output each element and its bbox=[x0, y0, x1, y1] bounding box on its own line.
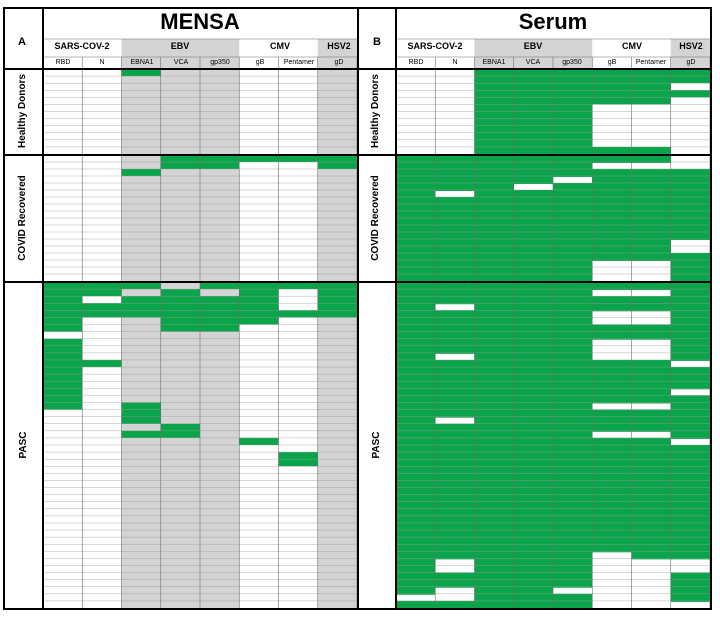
ebv-header-bg bbox=[474, 39, 593, 69]
negative-cell bbox=[670, 559, 710, 573]
hsv2-header-bg bbox=[670, 39, 710, 69]
positive-cell bbox=[121, 169, 161, 176]
ebv-header-bg bbox=[121, 39, 240, 69]
negative-cell bbox=[435, 587, 475, 601]
positive-cell bbox=[278, 282, 318, 290]
col-label-n-a: N bbox=[99, 59, 104, 66]
col-label-rbd-a: RBD bbox=[56, 59, 71, 66]
row-label-covid-recovered-b: COVID Recovered bbox=[370, 175, 381, 261]
negative-cell bbox=[435, 559, 475, 573]
negative-cell bbox=[513, 184, 553, 190]
negative-cell bbox=[592, 403, 632, 410]
col-label-vca-b: VCA bbox=[526, 59, 541, 66]
positive-cell bbox=[631, 146, 671, 154]
col-label-vca-a: VCA bbox=[174, 59, 189, 66]
negative-cell bbox=[396, 594, 436, 601]
positive-cell bbox=[121, 69, 161, 77]
positive-cell bbox=[121, 402, 161, 424]
negative-cell bbox=[631, 339, 671, 360]
positive-cell bbox=[121, 296, 161, 318]
negative-cell bbox=[592, 290, 632, 297]
positive-cell bbox=[121, 430, 161, 438]
col-label-ebna1-a: EBNA1 bbox=[131, 59, 154, 66]
row-label-covid-recovered-a: COVID Recovered bbox=[17, 175, 28, 261]
positive-cell bbox=[200, 296, 240, 332]
positive-cell bbox=[239, 155, 279, 162]
negative-cell bbox=[631, 163, 671, 169]
negative-cell bbox=[631, 431, 671, 438]
positive-cell bbox=[200, 282, 240, 290]
positive-cell bbox=[278, 310, 318, 318]
negative-cell bbox=[435, 353, 475, 360]
col-label-gp350-a: gp350 bbox=[210, 59, 230, 66]
negative-cell bbox=[631, 403, 671, 410]
positive-cell bbox=[592, 69, 632, 105]
negative-cell bbox=[631, 559, 671, 608]
group-label-hsv2-b: HSV2 bbox=[679, 41, 703, 51]
group-label-cmv-b: CMV bbox=[622, 41, 642, 51]
col-label-gp350-b: gp350 bbox=[562, 59, 582, 66]
col-label-pentamer-b: Pentamer bbox=[636, 59, 667, 66]
negative-cell bbox=[631, 311, 671, 325]
positive-cell bbox=[43, 282, 83, 332]
panel-letter-a: A bbox=[18, 36, 26, 48]
negative-cell bbox=[670, 389, 710, 396]
col-label-ebna1-b: EBNA1 bbox=[483, 59, 506, 66]
negative-cell bbox=[631, 261, 671, 281]
col-label-gd-b: gD bbox=[687, 59, 696, 66]
negative-cell bbox=[670, 156, 710, 169]
grid-lines bbox=[42, 38, 711, 609]
positive-cell bbox=[631, 69, 671, 105]
positive-cell bbox=[670, 90, 710, 98]
negative-cell bbox=[592, 552, 632, 608]
positive-cell bbox=[592, 146, 632, 154]
col-label-pentamer-a: Pentamer bbox=[284, 59, 315, 66]
group-label-sars-b: SARS-COV-2 bbox=[407, 41, 462, 51]
panel-frame bbox=[357, 7, 712, 610]
panel-title-mensa: MENSA bbox=[160, 9, 240, 34]
positive-cell bbox=[317, 282, 357, 318]
row-label-healthy-donors-a: Healthy Donors bbox=[17, 74, 28, 148]
negative-cell bbox=[435, 191, 475, 197]
col-label-gb-a: gB bbox=[256, 59, 265, 66]
group-label-ebv-b: EBV bbox=[524, 41, 543, 51]
positive-cell bbox=[278, 155, 318, 162]
row-label-pasc-a: PASC bbox=[18, 431, 29, 458]
col-label-rbd-b: RBD bbox=[409, 59, 424, 66]
group-label-cmv-a: CMV bbox=[270, 41, 290, 51]
row-label-pasc-b: PASC bbox=[371, 431, 382, 458]
negative-cell bbox=[553, 587, 593, 594]
positive-cell bbox=[82, 359, 122, 368]
negative-cell bbox=[670, 438, 710, 445]
panel-letter-b: B bbox=[373, 36, 381, 48]
negative-cell bbox=[592, 339, 632, 360]
negative-cell bbox=[631, 290, 671, 297]
negative-cell bbox=[670, 360, 710, 368]
negative-cell bbox=[592, 261, 632, 281]
row-label-healthy-donors-b: Healthy Donors bbox=[370, 74, 381, 148]
panel-title-serum: Serum bbox=[519, 9, 587, 34]
col-label-n-b: N bbox=[452, 59, 457, 66]
col-label-gd-a: gD bbox=[335, 59, 344, 66]
negative-cell bbox=[553, 177, 593, 183]
positive-cell bbox=[121, 282, 161, 290]
positive-cell bbox=[239, 437, 279, 445]
negative-cell bbox=[670, 601, 710, 608]
group-label-sars-a: SARS-COV-2 bbox=[54, 41, 109, 51]
negative-cell bbox=[592, 311, 632, 325]
negative-cell bbox=[435, 417, 475, 424]
col-label-gb-b: gB bbox=[608, 59, 617, 66]
negative-cell bbox=[670, 240, 710, 253]
hsv2-header-bg bbox=[317, 39, 357, 69]
negative-cell bbox=[592, 431, 632, 438]
frames bbox=[3, 7, 712, 610]
group-label-hsv2-a: HSV2 bbox=[327, 41, 351, 51]
negative-cell bbox=[435, 304, 475, 311]
negative-cell bbox=[592, 163, 632, 169]
group-label-ebv-a: EBV bbox=[171, 41, 190, 51]
